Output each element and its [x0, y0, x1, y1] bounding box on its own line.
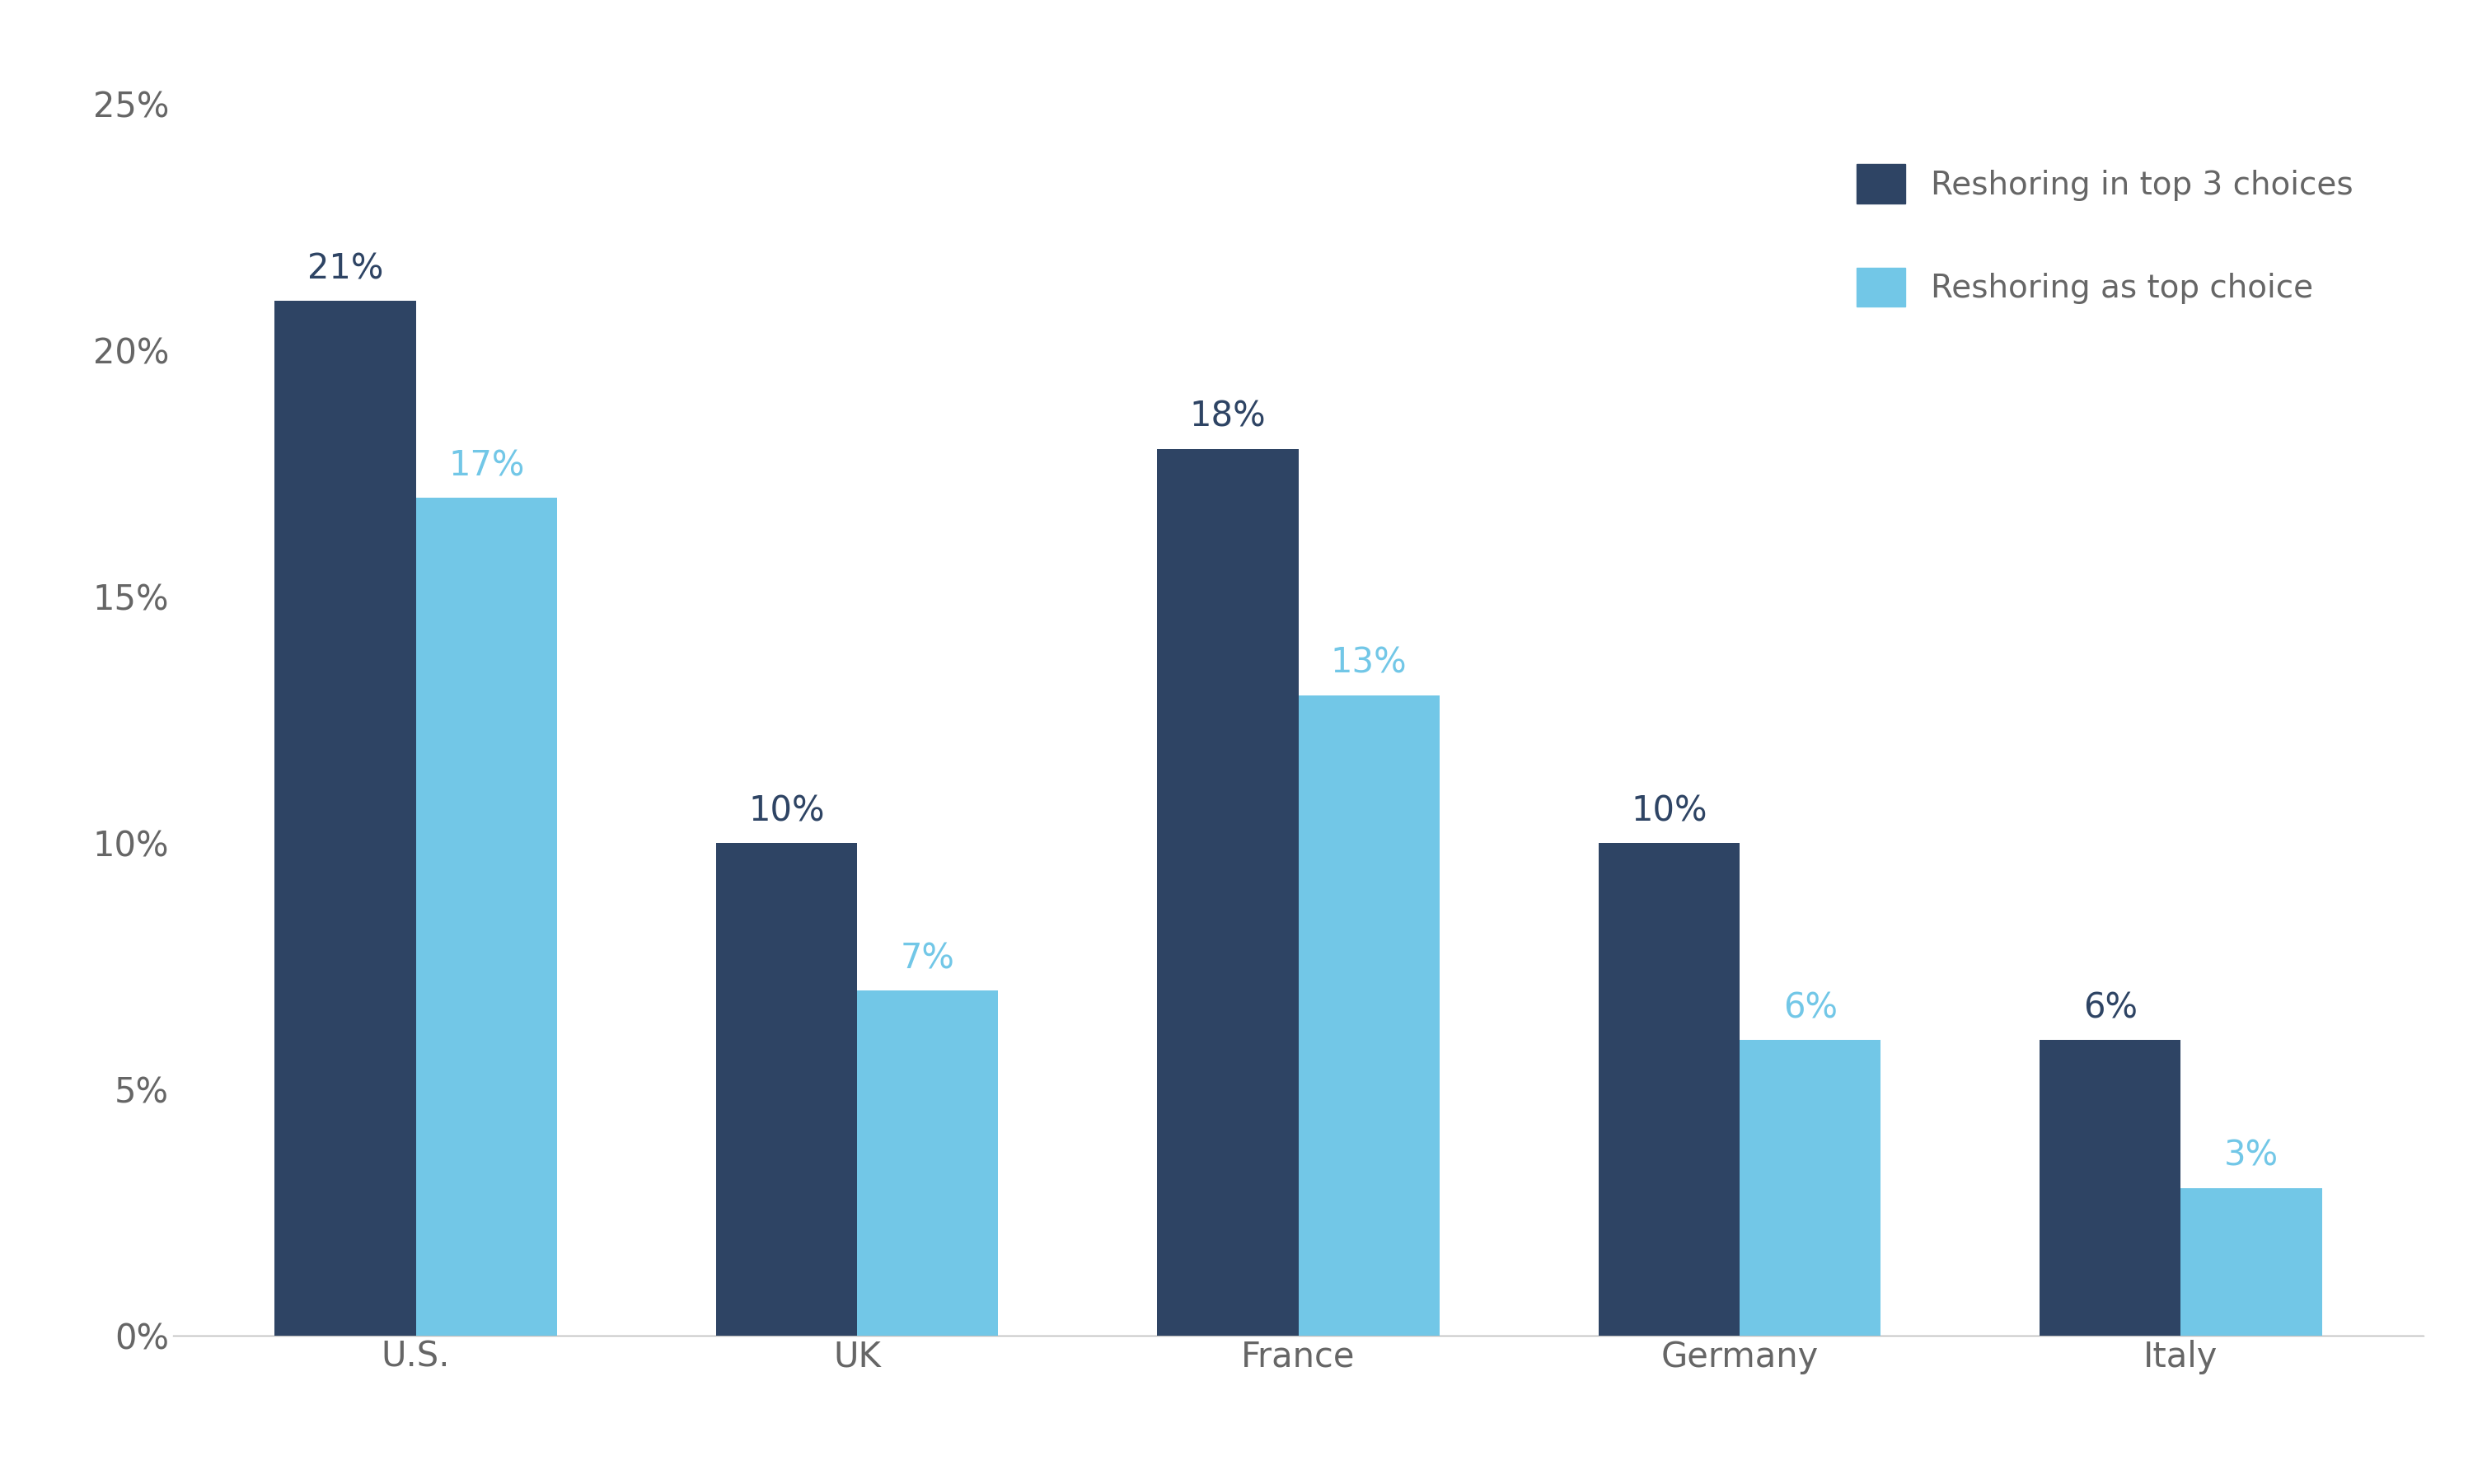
Text: 10%: 10%	[1630, 794, 1706, 828]
Text: 21%: 21%	[307, 252, 383, 286]
Bar	[858, 991, 999, 1336]
Text: 13%: 13%	[1330, 646, 1407, 680]
Bar	[2181, 1187, 2322, 1336]
Bar	[275, 301, 415, 1336]
Text: 10%: 10%	[749, 794, 824, 828]
Bar	[1598, 843, 1739, 1336]
Text: 6%: 6%	[1783, 991, 1837, 1025]
Bar	[715, 843, 858, 1336]
Bar	[1298, 695, 1439, 1336]
Text: 7%: 7%	[900, 941, 955, 976]
Legend: Reshoring in top 3 choices, Reshoring as top choice: Reshoring in top 3 choices, Reshoring as…	[1825, 132, 2384, 338]
Bar	[415, 499, 556, 1336]
Bar	[1739, 1040, 1882, 1336]
Text: 3%: 3%	[2223, 1138, 2278, 1172]
Bar	[2040, 1040, 2181, 1336]
Text: 18%: 18%	[1190, 399, 1266, 433]
Bar	[1157, 448, 1298, 1336]
Text: 6%: 6%	[2082, 991, 2137, 1025]
Text: 17%: 17%	[448, 448, 524, 484]
